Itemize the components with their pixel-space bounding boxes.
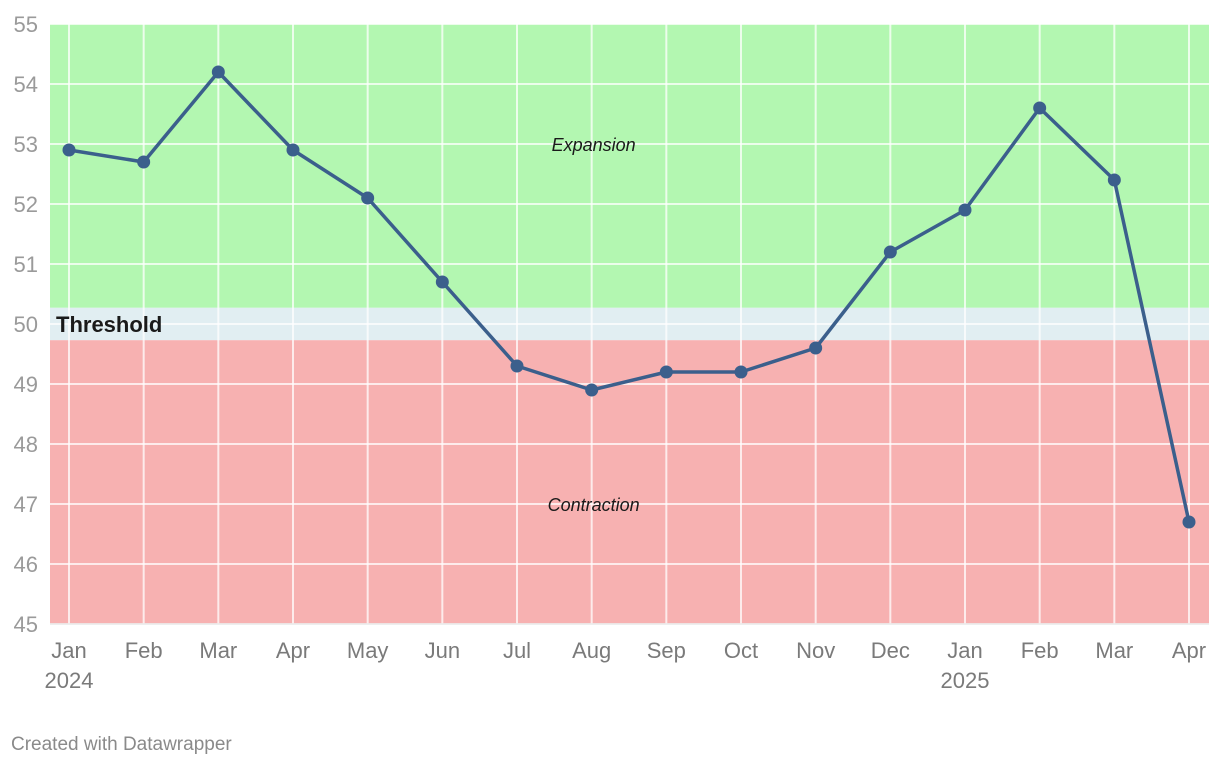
x-tick-label: Jul xyxy=(503,638,531,663)
grid-lines xyxy=(50,23,1209,625)
data-point xyxy=(1107,173,1121,187)
series-line xyxy=(62,65,1196,529)
y-tick-label: 53 xyxy=(14,132,38,157)
y-tick-label: 47 xyxy=(14,492,38,517)
x-tick-label: Jan xyxy=(947,638,982,663)
x-tick-label: Nov xyxy=(796,638,835,663)
zone-label-expansion: Expansion xyxy=(552,135,636,155)
data-point xyxy=(1182,515,1196,529)
y-tick-label: 51 xyxy=(14,252,38,277)
y-tick-label: 50 xyxy=(14,312,38,337)
x-tick-label: Mar xyxy=(1095,638,1133,663)
data-point xyxy=(958,203,972,217)
data-point xyxy=(137,155,151,169)
y-tick-label: 48 xyxy=(14,432,38,457)
x-tick-label: Aug xyxy=(572,638,611,663)
x-tick-label: Feb xyxy=(1021,638,1059,663)
data-point xyxy=(286,143,300,157)
x-year-label: 2025 xyxy=(941,668,990,693)
data-point xyxy=(809,341,823,355)
data-point xyxy=(435,275,449,289)
data-point xyxy=(510,359,524,373)
credit-footer: Created with Datawrapper xyxy=(11,734,232,755)
x-tick-label: Jun xyxy=(425,638,460,663)
data-point xyxy=(62,143,76,157)
x-tick-label: May xyxy=(347,638,389,663)
data-point xyxy=(883,245,897,259)
zone-labels: Expansion Contraction Threshold xyxy=(56,135,640,515)
zone-label-contraction: Contraction xyxy=(548,495,640,515)
y-tick-label: 52 xyxy=(14,192,38,217)
x-tick-label: Apr xyxy=(276,638,310,663)
x-tick-label: Dec xyxy=(871,638,910,663)
x-tick-label: Mar xyxy=(199,638,237,663)
data-point xyxy=(211,65,225,79)
y-tick-label: 45 xyxy=(14,612,38,637)
y-tick-label: 49 xyxy=(14,372,38,397)
data-point xyxy=(585,383,599,397)
x-year-label: 2024 xyxy=(45,668,94,693)
band-expansion xyxy=(50,24,1209,308)
data-point xyxy=(734,365,748,379)
band-contraction xyxy=(50,340,1209,624)
x-axis: Jan 2024 Feb Mar Apr May Jun Jul Aug Sep Oct Nov Dec… xyxy=(45,638,1207,693)
data-point xyxy=(659,365,673,379)
zone-bands xyxy=(50,24,1209,624)
data-point xyxy=(361,191,375,205)
x-tick-label: Apr xyxy=(1172,638,1206,663)
line-chart: 45 46 47 48 49 50 51 52 53 54 55 Jan 2024 Feb Mar Apr M… xyxy=(14,12,1209,693)
threshold-label: Threshold xyxy=(56,312,162,337)
x-tick-label: Oct xyxy=(724,638,758,663)
series-path xyxy=(67,70,1191,524)
x-tick-label: Feb xyxy=(125,638,163,663)
y-axis: 45 46 47 48 49 50 51 52 53 54 55 xyxy=(14,12,38,637)
y-tick-label: 46 xyxy=(14,552,38,577)
x-tick-label: Jan xyxy=(51,638,86,663)
y-tick-label: 55 xyxy=(14,12,38,37)
data-point xyxy=(1033,101,1047,115)
x-tick-label: Sep xyxy=(647,638,686,663)
y-tick-label: 54 xyxy=(14,72,38,97)
